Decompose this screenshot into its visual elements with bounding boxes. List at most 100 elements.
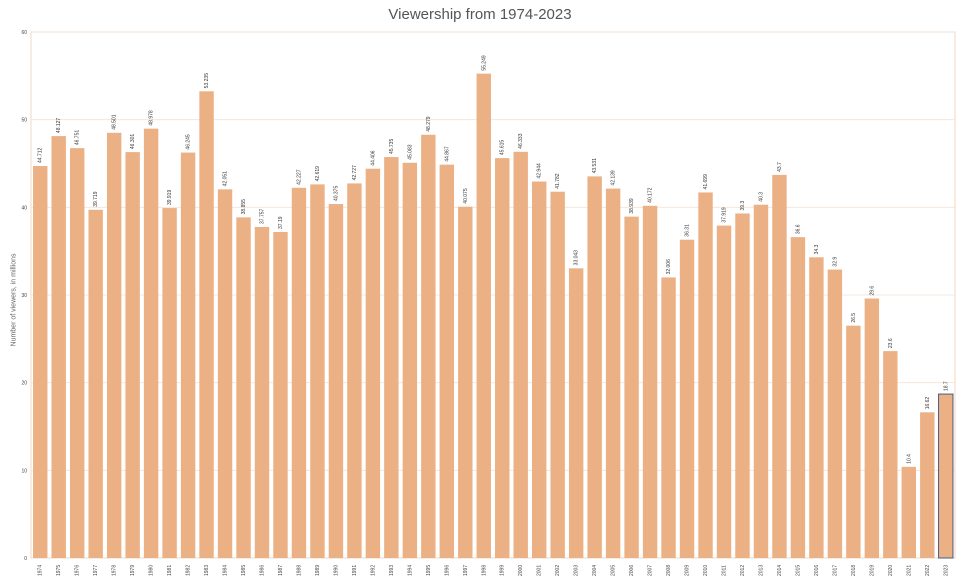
x-tick-label: 2007 xyxy=(648,565,654,576)
data-label: 41.782 xyxy=(555,173,561,189)
x-tick-label: 1990 xyxy=(333,565,339,576)
bar xyxy=(883,351,898,558)
bar xyxy=(531,181,547,558)
bar xyxy=(513,151,528,558)
bar xyxy=(106,132,122,558)
bar xyxy=(605,188,621,559)
data-label: 39.919 xyxy=(167,190,173,206)
bar xyxy=(827,269,843,558)
x-tick-label: 1976 xyxy=(75,565,81,576)
data-label: 40.3 xyxy=(758,192,764,202)
x-tick-label: 1981 xyxy=(167,565,173,576)
bar xyxy=(716,225,732,558)
x-tick-label: 1996 xyxy=(444,565,450,576)
x-tick-label: 2021 xyxy=(906,565,912,576)
data-label: 45.615 xyxy=(500,140,506,156)
data-label: 26.5 xyxy=(851,313,857,323)
bar xyxy=(642,205,658,558)
x-tick-label: 1974 xyxy=(38,565,44,576)
bar xyxy=(347,183,362,558)
x-tick-label: 2023 xyxy=(943,565,949,576)
bar xyxy=(587,176,602,558)
bar xyxy=(421,134,436,559)
data-label: 42.139 xyxy=(611,170,617,186)
data-label: 34.3 xyxy=(814,244,820,254)
x-tick-label: 2016 xyxy=(814,565,820,576)
x-tick-label: 1989 xyxy=(315,565,321,576)
x-tick-label: 1980 xyxy=(149,565,155,576)
bar xyxy=(864,298,880,558)
x-tick-label: 1991 xyxy=(352,565,358,576)
x-tick-label: 1992 xyxy=(370,565,376,576)
data-label: 37.919 xyxy=(722,207,728,223)
data-label: 45.735 xyxy=(389,139,395,155)
y-tick-label: 0 xyxy=(24,556,27,562)
bar xyxy=(384,157,399,558)
data-label: 39.3 xyxy=(740,201,746,211)
data-label: 32.006 xyxy=(666,259,672,275)
x-tick-label: 1995 xyxy=(426,565,432,576)
data-label: 42.227 xyxy=(296,169,302,185)
x-tick-label: 2005 xyxy=(611,565,617,576)
x-tick-label: 2008 xyxy=(666,565,672,576)
x-tick-label: 1999 xyxy=(500,565,506,576)
x-tick-label: 1978 xyxy=(112,565,118,576)
bar xyxy=(33,166,48,559)
bar xyxy=(199,91,214,558)
data-label: 37.19 xyxy=(278,216,284,229)
bar xyxy=(236,217,251,559)
data-label: 48.978 xyxy=(149,110,155,126)
data-label: 42.944 xyxy=(537,163,543,179)
bar xyxy=(402,162,418,558)
x-tick-label: 1988 xyxy=(296,565,302,576)
bar xyxy=(624,216,639,558)
data-label: 48.127 xyxy=(56,118,62,134)
y-tick-label: 60 xyxy=(21,30,27,36)
x-tick-label: 2003 xyxy=(574,565,580,576)
data-label: 41.699 xyxy=(703,174,709,190)
x-tick-label: 1975 xyxy=(56,565,62,576)
x-tick-label: 2002 xyxy=(555,565,561,576)
data-label: 45.083 xyxy=(407,144,413,160)
chart-title: Viewership from 1974-2023 xyxy=(388,6,572,23)
x-tick-label: 2004 xyxy=(592,565,598,576)
data-label: 48.501 xyxy=(112,114,118,130)
data-label: 33.043 xyxy=(574,250,580,266)
data-label: 43.531 xyxy=(592,158,598,174)
data-label: 46.751 xyxy=(75,130,81,146)
bar xyxy=(439,164,455,559)
data-label: 48.279 xyxy=(426,116,432,132)
data-label: 44.406 xyxy=(370,150,376,166)
x-tick-label: 1979 xyxy=(130,565,136,576)
bar xyxy=(661,277,676,558)
bar xyxy=(495,158,510,558)
data-label: 36.6 xyxy=(795,224,801,234)
x-tick-label: 2015 xyxy=(795,565,801,576)
data-label: 42.051 xyxy=(223,171,229,187)
data-label: 44.712 xyxy=(38,148,44,164)
data-label: 44.867 xyxy=(444,146,450,162)
bar xyxy=(125,152,140,558)
bar xyxy=(365,168,381,558)
x-tick-label: 1987 xyxy=(278,565,284,576)
x-tick-label: 1997 xyxy=(463,565,469,576)
bar xyxy=(217,189,233,558)
x-tick-label: 1994 xyxy=(407,565,413,576)
data-label: 46.245 xyxy=(186,134,192,150)
x-tick-label: 2000 xyxy=(518,565,524,576)
bar xyxy=(901,466,917,558)
data-label: 42.727 xyxy=(352,165,358,181)
x-tick-label: 2011 xyxy=(722,565,728,576)
bar xyxy=(698,192,713,558)
y-tick-label: 50 xyxy=(21,118,27,124)
bar xyxy=(809,257,824,558)
y-tick-label: 40 xyxy=(21,205,27,211)
x-tick-label: 1993 xyxy=(389,565,395,576)
x-tick-label: 2009 xyxy=(685,565,691,576)
x-tick-label: 2017 xyxy=(832,565,838,576)
bar xyxy=(458,206,473,558)
x-tick-label: 2018 xyxy=(851,565,857,576)
bar xyxy=(920,412,935,558)
data-label: 55.249 xyxy=(481,55,487,71)
